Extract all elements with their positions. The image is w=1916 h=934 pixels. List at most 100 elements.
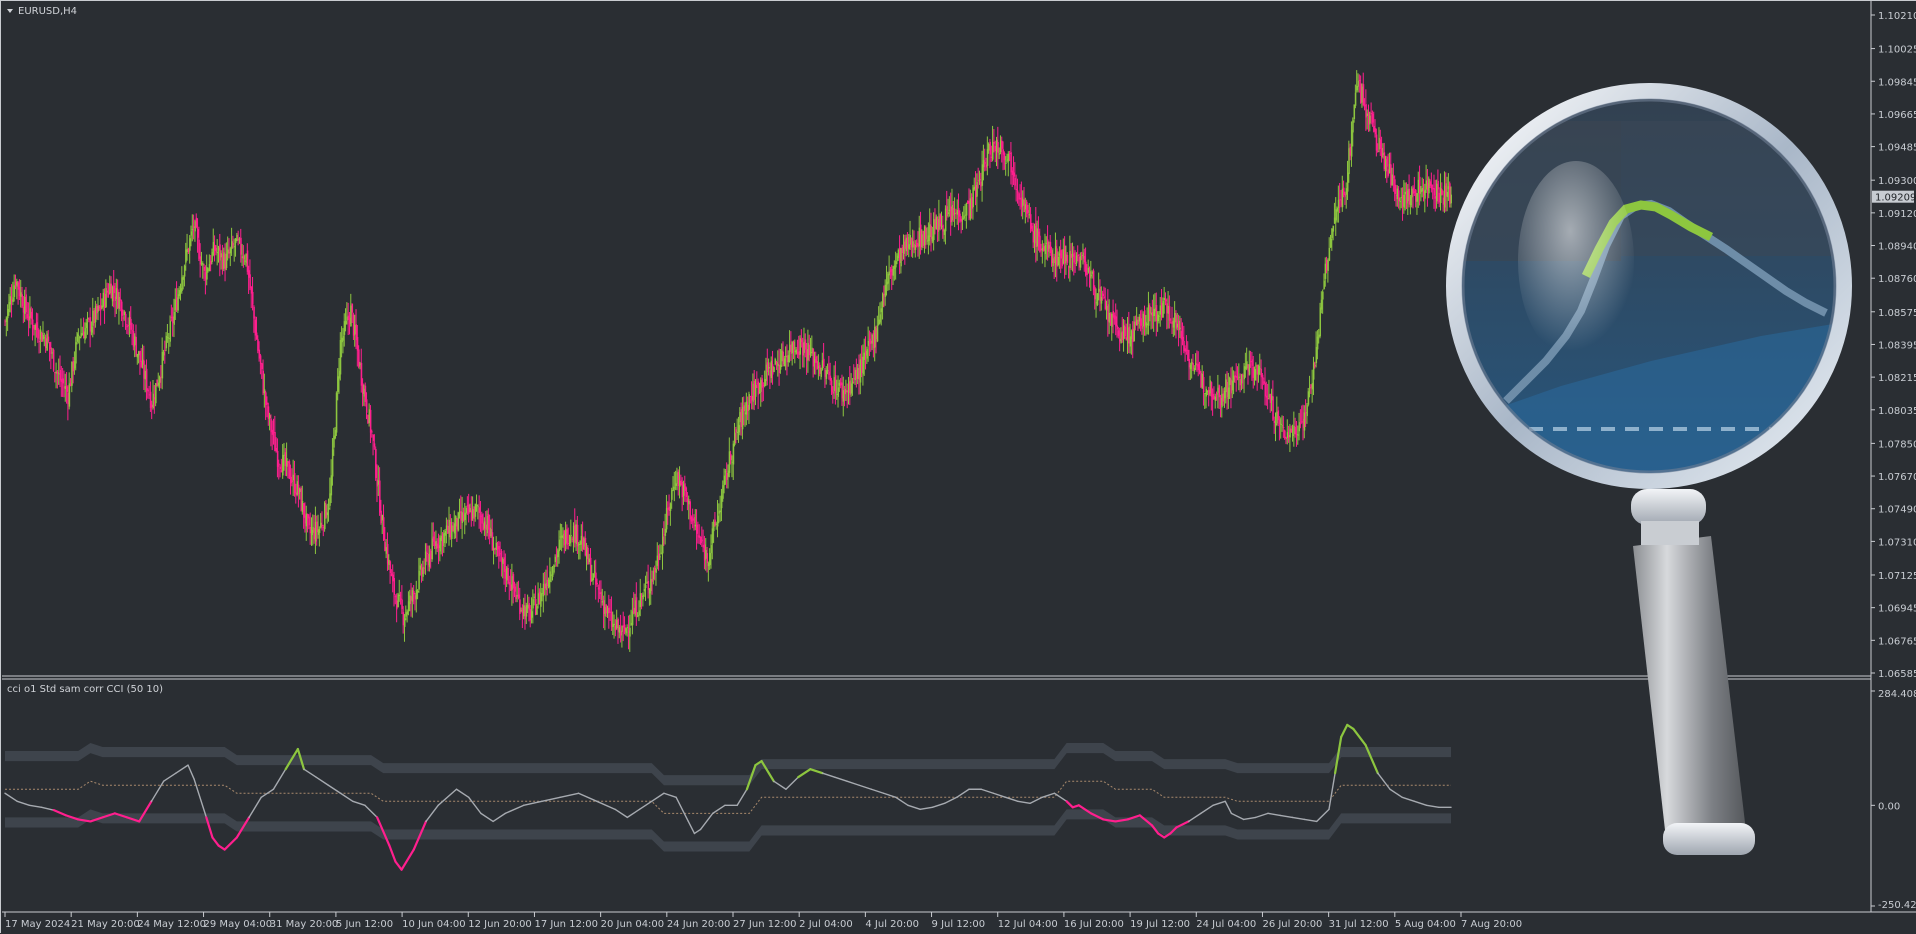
candle-body bbox=[525, 605, 528, 617]
candle-body bbox=[1137, 319, 1139, 324]
candle-body bbox=[365, 399, 368, 413]
time-tick-label: 5 Jun 12:00 bbox=[336, 919, 393, 930]
candle-body bbox=[629, 627, 631, 637]
candle-body bbox=[254, 319, 257, 336]
candle-body bbox=[684, 483, 686, 491]
candle-body bbox=[45, 338, 47, 349]
candle-body bbox=[1319, 307, 1321, 337]
candle-body bbox=[151, 404, 153, 408]
candle-body bbox=[1445, 183, 1447, 197]
candle-body bbox=[456, 518, 458, 530]
candle-body bbox=[807, 343, 809, 361]
candle-body bbox=[1102, 293, 1104, 297]
candle-body bbox=[405, 612, 407, 617]
candle-body bbox=[479, 515, 482, 517]
candle-body bbox=[1074, 262, 1077, 265]
cci-segment bbox=[339, 792, 354, 803]
cci-segment bbox=[1029, 796, 1043, 805]
candle-body bbox=[1054, 246, 1057, 265]
candle-body bbox=[1250, 361, 1252, 363]
candle-body bbox=[259, 355, 262, 365]
candle-body bbox=[322, 527, 325, 529]
candle-body bbox=[748, 394, 750, 410]
candle-body bbox=[1268, 394, 1270, 398]
cci-segment bbox=[559, 792, 580, 798]
candle-body bbox=[735, 429, 737, 432]
price-tick-label: 1.06765 bbox=[1878, 636, 1916, 647]
cci-segment bbox=[956, 788, 970, 798]
candle-body bbox=[773, 367, 775, 373]
candle-body bbox=[1267, 397, 1269, 400]
candle-body bbox=[1094, 286, 1096, 300]
candle-body bbox=[1310, 384, 1312, 388]
candle-body bbox=[588, 558, 591, 563]
candle-body bbox=[1149, 306, 1151, 314]
candle-body bbox=[876, 325, 879, 342]
price-axis: 1.10210 1.10025 1.09845 1.09665 1.09485 1.093… bbox=[1871, 11, 1916, 680]
candle-body bbox=[1294, 427, 1297, 435]
candle-body bbox=[868, 338, 871, 345]
candle-body bbox=[1033, 225, 1036, 244]
candle-body bbox=[1070, 253, 1073, 258]
candle-body bbox=[388, 559, 390, 566]
candle-body bbox=[504, 568, 507, 579]
candle-body bbox=[887, 273, 889, 284]
candle-body bbox=[726, 472, 728, 480]
candle-body bbox=[1369, 115, 1371, 124]
candle-body bbox=[554, 556, 557, 563]
candle-body bbox=[1095, 302, 1098, 304]
candle-body bbox=[1189, 364, 1192, 369]
candle-body bbox=[8, 301, 10, 312]
candle-body bbox=[971, 197, 973, 209]
candle-body bbox=[1353, 104, 1356, 120]
price-tick-label: 1.08940 bbox=[1878, 242, 1916, 253]
candle-body bbox=[702, 544, 705, 548]
candle-body bbox=[506, 567, 508, 581]
candle-body bbox=[561, 535, 563, 538]
candle-body bbox=[933, 219, 935, 240]
candle-body bbox=[558, 539, 561, 552]
candle-body bbox=[334, 429, 337, 439]
candle-body bbox=[957, 208, 960, 217]
candle-body bbox=[491, 532, 494, 551]
candle-body bbox=[855, 369, 858, 379]
candle-body bbox=[1288, 435, 1290, 438]
candle-body bbox=[283, 454, 285, 456]
candle-body bbox=[1231, 380, 1234, 391]
candle-body bbox=[1100, 297, 1103, 304]
candle-body bbox=[1143, 310, 1146, 326]
candle-body bbox=[836, 393, 838, 395]
candle-body bbox=[566, 529, 568, 545]
cci-segment bbox=[217, 844, 226, 851]
triangle-down-icon[interactable] bbox=[7, 9, 13, 13]
candle-body bbox=[624, 624, 626, 632]
candle-body bbox=[1242, 375, 1244, 377]
candle-body bbox=[701, 539, 703, 542]
candle-body bbox=[845, 390, 847, 392]
candle-body bbox=[142, 359, 144, 365]
candle-body bbox=[1357, 80, 1359, 87]
candle-body bbox=[690, 516, 693, 522]
candle-body bbox=[658, 553, 660, 561]
candle-body bbox=[1391, 174, 1394, 186]
candle-body bbox=[1339, 199, 1341, 201]
candle-body bbox=[1039, 235, 1041, 252]
candle-body bbox=[825, 370, 828, 379]
candle-body bbox=[394, 596, 397, 598]
candle-body bbox=[255, 332, 258, 340]
time-tick-label: 26 Jul 20:00 bbox=[1262, 919, 1322, 930]
candle-body bbox=[161, 351, 164, 379]
candle-body bbox=[1244, 366, 1247, 370]
candle-body bbox=[431, 538, 433, 560]
cci-segment bbox=[614, 808, 629, 819]
candle-body bbox=[559, 536, 562, 538]
candle-body bbox=[1311, 383, 1314, 390]
candle-body bbox=[960, 218, 963, 222]
candle-body bbox=[1305, 412, 1307, 414]
candle-body bbox=[786, 355, 788, 363]
candle-body bbox=[1113, 315, 1116, 320]
candle-body bbox=[244, 260, 246, 262]
candle-body bbox=[1191, 362, 1193, 365]
